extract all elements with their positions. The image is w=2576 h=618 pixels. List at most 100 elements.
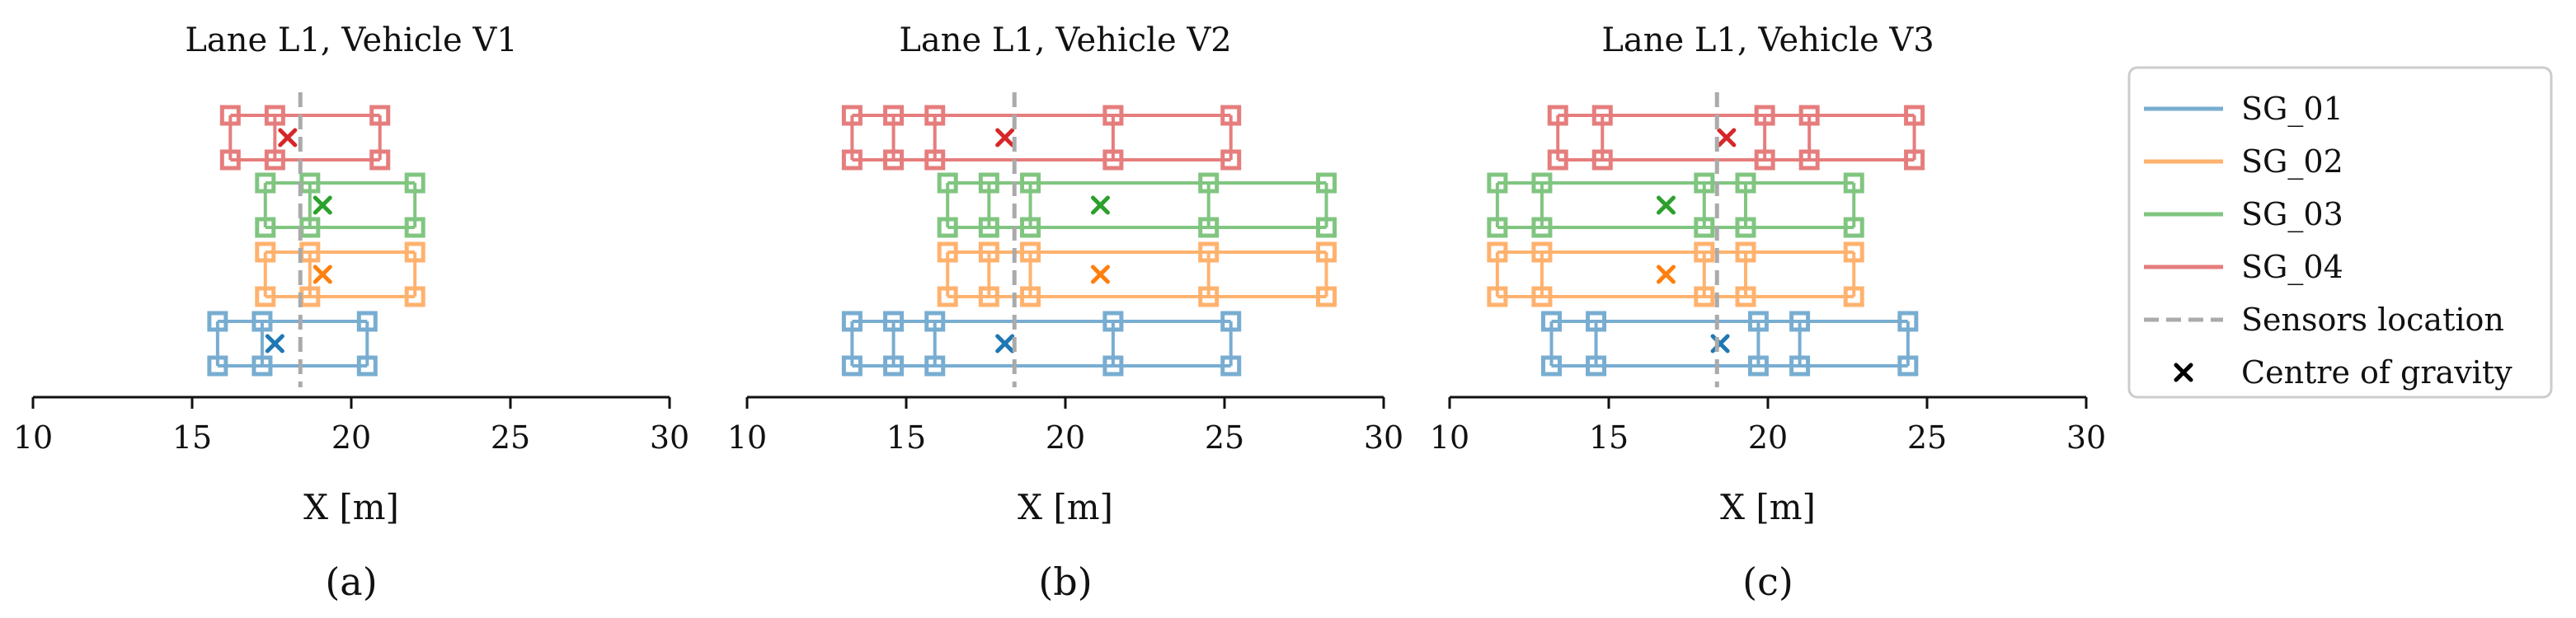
wheel-marker: [356, 355, 378, 377]
cog-cross-stroke: [1090, 195, 1110, 215]
wheel-marker: [1904, 149, 1925, 171]
wheel-marker: [251, 311, 273, 332]
legend-entry-sg-03: SG_03: [2144, 196, 2343, 233]
wheel-marker: [1487, 241, 1508, 263]
wheel-marker: [251, 355, 273, 377]
wheel-marker: [1843, 217, 1864, 238]
series-sg-04: [1547, 105, 1925, 171]
cog-cross-stroke: [1090, 265, 1110, 284]
wheel-marker: [841, 355, 863, 377]
x-tick-label: 30: [2066, 419, 2106, 456]
wheel-marker: [1316, 172, 1337, 194]
wheel-marker: [1531, 172, 1553, 194]
wheel-marker: [1798, 105, 1820, 126]
wheel-marker: [1102, 149, 1124, 171]
wheel-marker: [1694, 241, 1715, 263]
wheel-marker: [937, 217, 958, 238]
x-tick-label: 20: [331, 419, 371, 456]
legend-entry-sensors-location: Sensors location: [2144, 302, 2504, 338]
panel-title: Lane L1, Vehicle V1: [185, 21, 517, 59]
x-tick-label: 30: [650, 419, 689, 456]
wheel-marker: [1547, 149, 1568, 171]
wheel-marker: [1487, 217, 1508, 238]
legend-label: SG_03: [2241, 196, 2343, 233]
wheel-marker: [841, 149, 863, 171]
cog-marker-sg-03: [1090, 195, 1110, 215]
wheel-marker: [883, 149, 905, 171]
wheel-marker: [883, 355, 905, 377]
legend-entry-sg-01: SG_01: [2144, 91, 2343, 128]
series-sg-04: [219, 105, 391, 171]
wheel-marker: [924, 311, 946, 332]
cog-marker-sg-04: [1717, 128, 1737, 147]
cog-marker-sg-04: [995, 128, 1015, 147]
x-axis-label: X [m]: [1018, 487, 1113, 527]
series-sg-03: [937, 172, 1337, 238]
cog-cross-stroke: [1717, 128, 1737, 147]
wheel-marker: [255, 241, 276, 263]
wheel-marker: [1843, 241, 1864, 263]
series-sg-03: [1487, 172, 1864, 238]
legend-entry-sg-04: SG_04: [2144, 249, 2343, 286]
x-tick-label: 10: [1430, 419, 1469, 456]
wheel-marker: [883, 311, 905, 332]
x-tick-label: 25: [1907, 419, 1947, 456]
series-sg-01: [1541, 311, 1919, 377]
cog-marker-sg-02: [313, 265, 332, 284]
x-tick-label: 20: [1046, 419, 1085, 456]
legend: SG_01 SG_02 SG_03 SG_04 Sensors location Cent…: [2127, 66, 2553, 399]
wheel-marker: [1747, 355, 1769, 377]
legend-entry-centre-of-gravity: Centre of gravity: [2174, 354, 2513, 391]
wheel-marker: [1541, 355, 1563, 377]
x-tick-label: 15: [1589, 419, 1629, 456]
wheel-marker: [841, 105, 863, 126]
wheel-marker: [1102, 311, 1124, 332]
x-tick-label: 20: [1748, 419, 1788, 456]
legend-entry-sg-02: SG_02: [2144, 143, 2343, 180]
wheel-marker: [1020, 172, 1041, 194]
cog-cross-stroke: [313, 265, 332, 284]
wheel-marker: [369, 105, 391, 126]
wheel-marker: [1735, 241, 1756, 263]
wheel-marker: [207, 311, 228, 332]
cog-cross-stroke: [995, 128, 1015, 147]
wheel-marker: [1316, 286, 1337, 307]
wheel-marker: [1735, 172, 1756, 194]
wheel-marker: [207, 355, 228, 377]
legend-label: SG_02: [2241, 143, 2343, 180]
wheel-marker: [1694, 172, 1715, 194]
wheel-marker: [1694, 217, 1715, 238]
legend-swatch: [2174, 363, 2193, 382]
wheel-marker: [1316, 217, 1337, 238]
legend-frame: [2127, 66, 2553, 399]
cog-marker-sg-01: [995, 334, 1015, 353]
wheel-marker: [255, 217, 276, 238]
cog-marker-sg-03: [313, 195, 332, 215]
cog-cross-stroke: [313, 195, 332, 215]
x-tick-label: 15: [172, 419, 212, 456]
cog-marker-sg-02: [1090, 265, 1110, 284]
series-sg-02: [937, 241, 1337, 307]
wheel-marker: [1020, 286, 1041, 307]
wheel-marker: [369, 149, 391, 171]
series-sg-03: [255, 172, 425, 238]
wheel-marker: [883, 105, 905, 126]
wheel-marker: [1220, 149, 1242, 171]
wheel-marker: [1531, 241, 1553, 263]
wheel-marker: [1735, 286, 1756, 307]
cog-marker-sg-02: [1656, 265, 1676, 284]
wheel-marker: [924, 105, 946, 126]
wheel-marker: [255, 286, 276, 307]
wheel-marker: [1316, 241, 1337, 263]
cog-cross-stroke: [265, 334, 284, 353]
wheel-marker: [1198, 217, 1220, 238]
wheel-marker: [1487, 172, 1508, 194]
wheel-marker: [1904, 105, 1925, 126]
wheel-marker: [1541, 311, 1563, 332]
cog-marker-sg-03: [1656, 195, 1676, 215]
wheel-marker: [1754, 105, 1775, 126]
wheel-marker: [978, 241, 999, 263]
wheel-marker: [1897, 311, 1919, 332]
cog-cross-stroke: [1656, 195, 1676, 215]
